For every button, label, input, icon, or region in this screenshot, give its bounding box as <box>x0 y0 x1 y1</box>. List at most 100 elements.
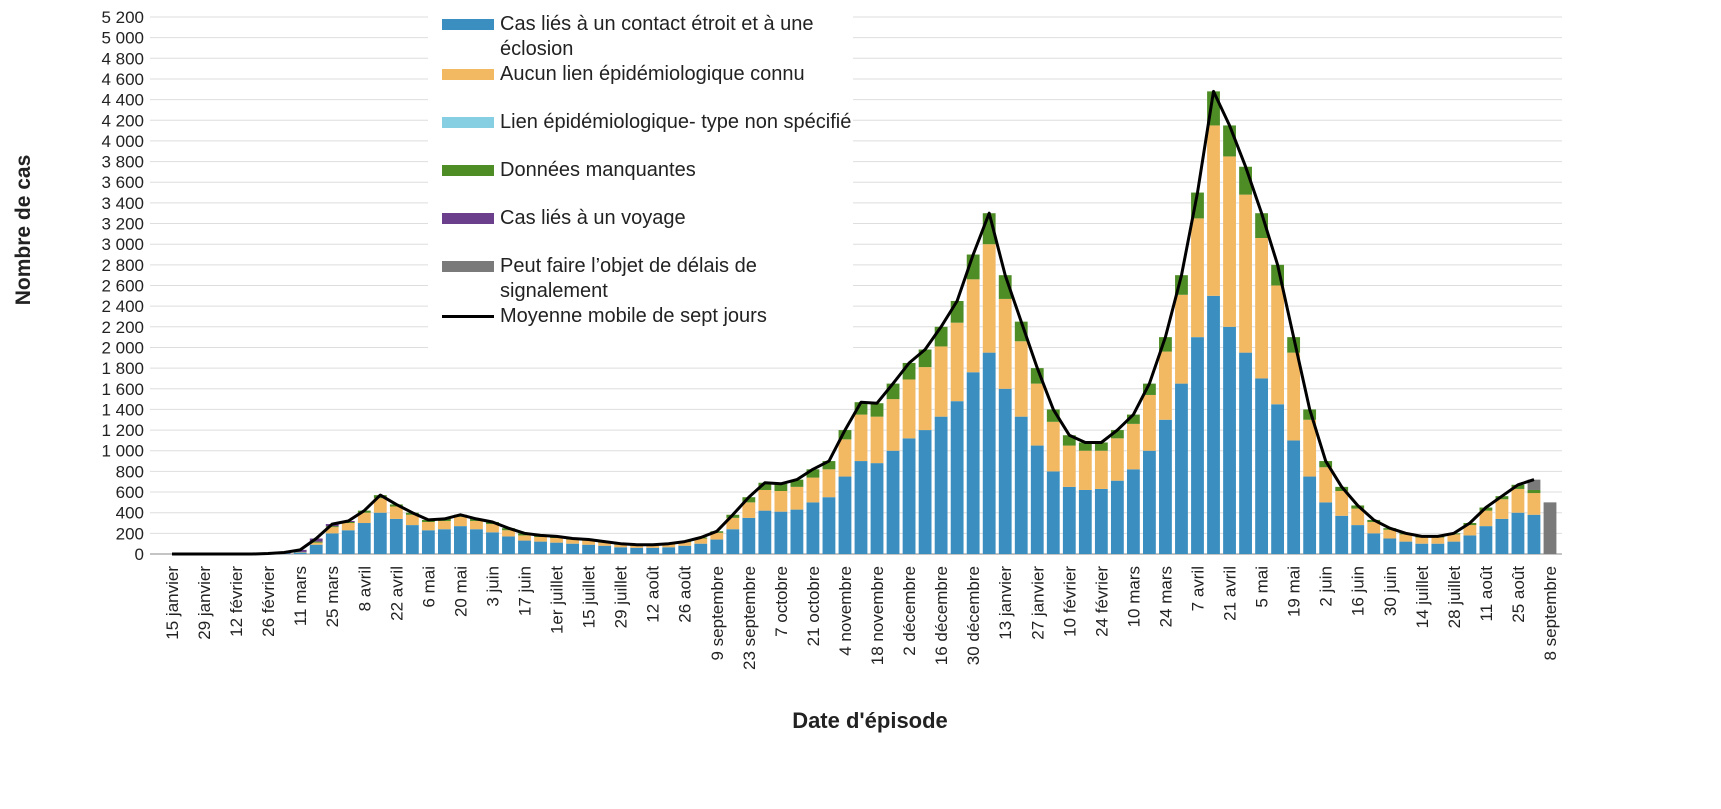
bar-segment <box>966 372 980 554</box>
bar-segment <box>902 438 916 554</box>
bar-segment <box>790 479 804 487</box>
bar-segment <box>918 430 932 554</box>
legend-item: Données manquantes <box>428 158 853 206</box>
bar-segment <box>1511 512 1525 554</box>
bar-segment <box>1431 537 1445 544</box>
legend-item: Moyenne mobile de sept jours <box>428 304 853 352</box>
bar-segment <box>1287 440 1301 554</box>
x-tick-label: 21 avril <box>1221 566 1240 621</box>
y-tick-label: 4 600 <box>101 70 144 89</box>
y-tick-label: 0 <box>135 545 144 564</box>
bar-segment <box>950 322 964 402</box>
bar-segment <box>550 537 563 543</box>
x-tick-label: 9 septembre <box>708 566 727 661</box>
y-tick-label: 2 400 <box>101 297 144 316</box>
bar-segment <box>1543 502 1557 554</box>
bar-segment <box>373 498 387 513</box>
legend-swatch <box>442 19 494 30</box>
bar-segment <box>1159 419 1172 554</box>
x-tick-label: 17 juin <box>516 566 535 616</box>
bar-segment <box>646 545 660 548</box>
y-tick-label: 5 200 <box>101 8 144 27</box>
bar-segment <box>1094 488 1108 554</box>
bar-segment <box>1527 479 1541 490</box>
bar-segment <box>309 544 323 554</box>
x-tick-label: 26 février <box>259 566 278 637</box>
bar-segment <box>806 477 820 503</box>
bar-segment <box>1367 533 1381 554</box>
bar-segment <box>1383 538 1397 554</box>
bar-segment <box>630 545 644 548</box>
bar-segment <box>758 482 772 490</box>
x-tick-label: 11 mars <box>291 566 310 626</box>
bar-segment <box>1527 514 1541 554</box>
bar-segment <box>518 540 531 554</box>
x-tick-label: 7 avril <box>1188 566 1207 611</box>
bar-segment <box>1191 337 1204 554</box>
bar-segment <box>758 510 772 554</box>
x-tick-label: 23 septembre <box>740 566 759 670</box>
bar-segment <box>1303 409 1317 420</box>
bar-segment <box>1175 294 1188 384</box>
bar-segment <box>822 461 836 470</box>
bar-segment <box>1143 394 1156 451</box>
bar-segment <box>1447 541 1461 554</box>
bar-segment <box>1319 502 1333 554</box>
bar-segment <box>982 352 996 554</box>
bar-segment <box>1479 510 1493 527</box>
bar-segment <box>421 530 435 554</box>
legend-swatch <box>442 69 494 80</box>
y-axis-title: Nombre de cas <box>12 155 35 306</box>
bar-segment <box>1175 383 1188 554</box>
legend-item: Peut faire l’objet de délais de signalem… <box>428 254 853 304</box>
bar-segment <box>1511 488 1525 513</box>
x-tick-label: 13 janvier <box>996 566 1015 640</box>
x-tick-label: 7 octobre <box>772 566 791 637</box>
bar-segment <box>1014 341 1028 417</box>
bar-segment <box>1014 416 1028 554</box>
x-tick-label: 10 mars <box>1124 566 1143 627</box>
x-tick-label: 2 juin <box>1317 566 1336 607</box>
bar-segment <box>373 512 387 554</box>
bar-segment <box>357 523 371 554</box>
x-tick-label: 26 août <box>676 566 695 623</box>
bar-segment <box>1319 467 1333 503</box>
y-tick-label: 400 <box>116 504 144 523</box>
bar-segment <box>662 544 676 548</box>
legend-label: Lien épidémiologique- type non spécifié <box>500 111 852 133</box>
y-tick-label: 5 000 <box>101 29 144 48</box>
bar-segment <box>1271 285 1285 405</box>
bar-segment <box>1143 383 1156 395</box>
x-tick-label: 11 août <box>1477 566 1496 622</box>
bar-segment <box>1495 518 1509 554</box>
x-tick-label: 18 novembre <box>868 566 887 665</box>
bar-segment <box>566 539 579 544</box>
bar-segment <box>550 542 563 554</box>
bar-segment <box>838 430 852 440</box>
bar-segment <box>630 547 644 554</box>
bar-segment <box>854 461 868 554</box>
y-tick-label: 1 600 <box>101 380 144 399</box>
bar-segment <box>293 552 307 554</box>
bar-segment <box>1527 493 1541 515</box>
bar-segment <box>1062 435 1076 446</box>
x-tick-label: 19 mai <box>1285 566 1304 617</box>
y-tick-label: 4 200 <box>101 111 144 130</box>
bar-segment <box>774 483 788 492</box>
bar-segment <box>1399 541 1413 554</box>
bar-segment <box>646 547 660 554</box>
x-tick-label: 20 mai <box>451 566 470 617</box>
x-tick-label: 21 octobre <box>804 566 823 646</box>
bar-segment <box>437 520 451 530</box>
y-tick-label: 3 800 <box>101 153 144 172</box>
bar-segment <box>614 547 628 554</box>
legend-label: Cas liés à un contact étroit et à une éc… <box>500 13 814 60</box>
bar-segment <box>742 502 756 518</box>
bar-segment <box>854 414 868 462</box>
bar-segment <box>870 416 884 464</box>
bar-segment <box>293 551 307 553</box>
x-tick-label: 24 mars <box>1156 566 1175 627</box>
bar-segment <box>790 486 804 510</box>
x-tick-label: 1er juillet <box>548 566 567 634</box>
